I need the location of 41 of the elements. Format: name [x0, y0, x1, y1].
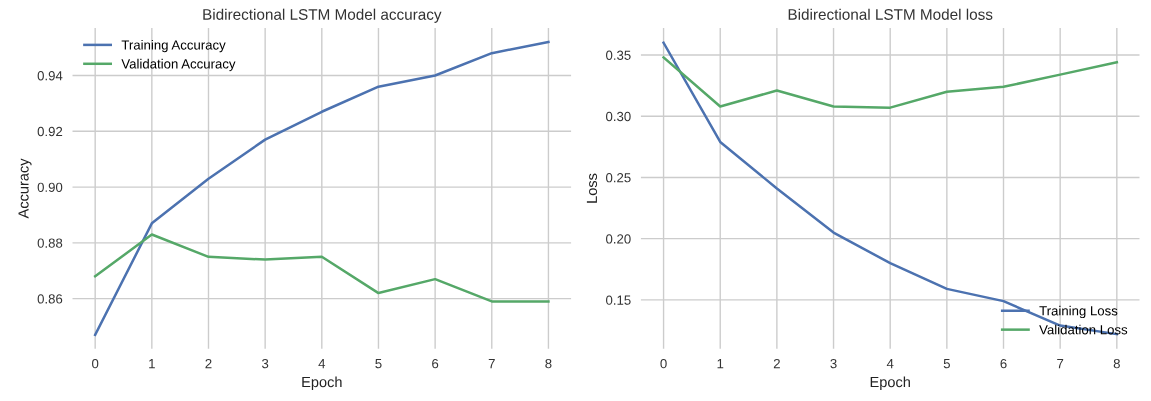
y-tick-label: 0.92 [37, 126, 63, 137]
y-tick-label: 0.90 [37, 182, 63, 192]
y-tick-label: 0.35 [606, 50, 631, 60]
x-tick-label: 1 [149, 359, 155, 369]
x-tick-label: 4 [886, 359, 894, 369]
x-tick-label: 1 [717, 359, 724, 369]
x-tick-label: 0 [92, 358, 99, 369]
legend-label: Validation Accuracy [121, 58, 236, 72]
x-tick-label: 2 [205, 358, 212, 369]
y-axis-title: Accuracy [18, 158, 32, 219]
legend-label: Validation Loss [1039, 324, 1128, 335]
y-tick-label: 0.88 [37, 238, 63, 248]
x-tick-label: 3 [830, 358, 837, 369]
line-series [93, 40, 550, 337]
legend-label: Training Loss [1039, 305, 1118, 319]
x-tick-label: 6 [432, 358, 439, 369]
y-tick-label: 0.94 [37, 71, 63, 81]
x-axis-title: Epoch [302, 376, 342, 391]
chart-title: Bidirectional LSTM Model accuracy [203, 8, 442, 23]
y-tick-label: 0.20 [606, 234, 631, 244]
legend-label: Training Accuracy [121, 39, 226, 53]
x-tick-label: 7 [1057, 359, 1064, 369]
y-tick-label: 0.30 [606, 111, 631, 122]
line-series [93, 233, 550, 303]
chart-title: Bidirectional LSTM Model loss [788, 8, 993, 20]
x-tick-label: 0 [660, 358, 667, 369]
y-axis-title: Loss [586, 173, 598, 203]
y-tick-label: 0.15 [606, 295, 631, 305]
x-tick-label: 3 [261, 358, 269, 369]
line-series [662, 56, 1119, 109]
x-tick-label: 5 [943, 359, 950, 369]
x-tick-label: 8 [1113, 358, 1120, 369]
y-tick-label: 0.86 [37, 294, 63, 304]
x-axis-title: Epoch [870, 376, 910, 391]
y-tick-label: 0.25 [606, 173, 631, 183]
x-tick-label: 8 [545, 358, 552, 369]
x-tick-label: 5 [375, 359, 382, 369]
x-tick-label: 4 [318, 359, 326, 369]
x-tick-label: 7 [488, 359, 495, 369]
x-tick-label: 6 [1000, 358, 1007, 369]
x-tick-label: 2 [773, 358, 780, 369]
